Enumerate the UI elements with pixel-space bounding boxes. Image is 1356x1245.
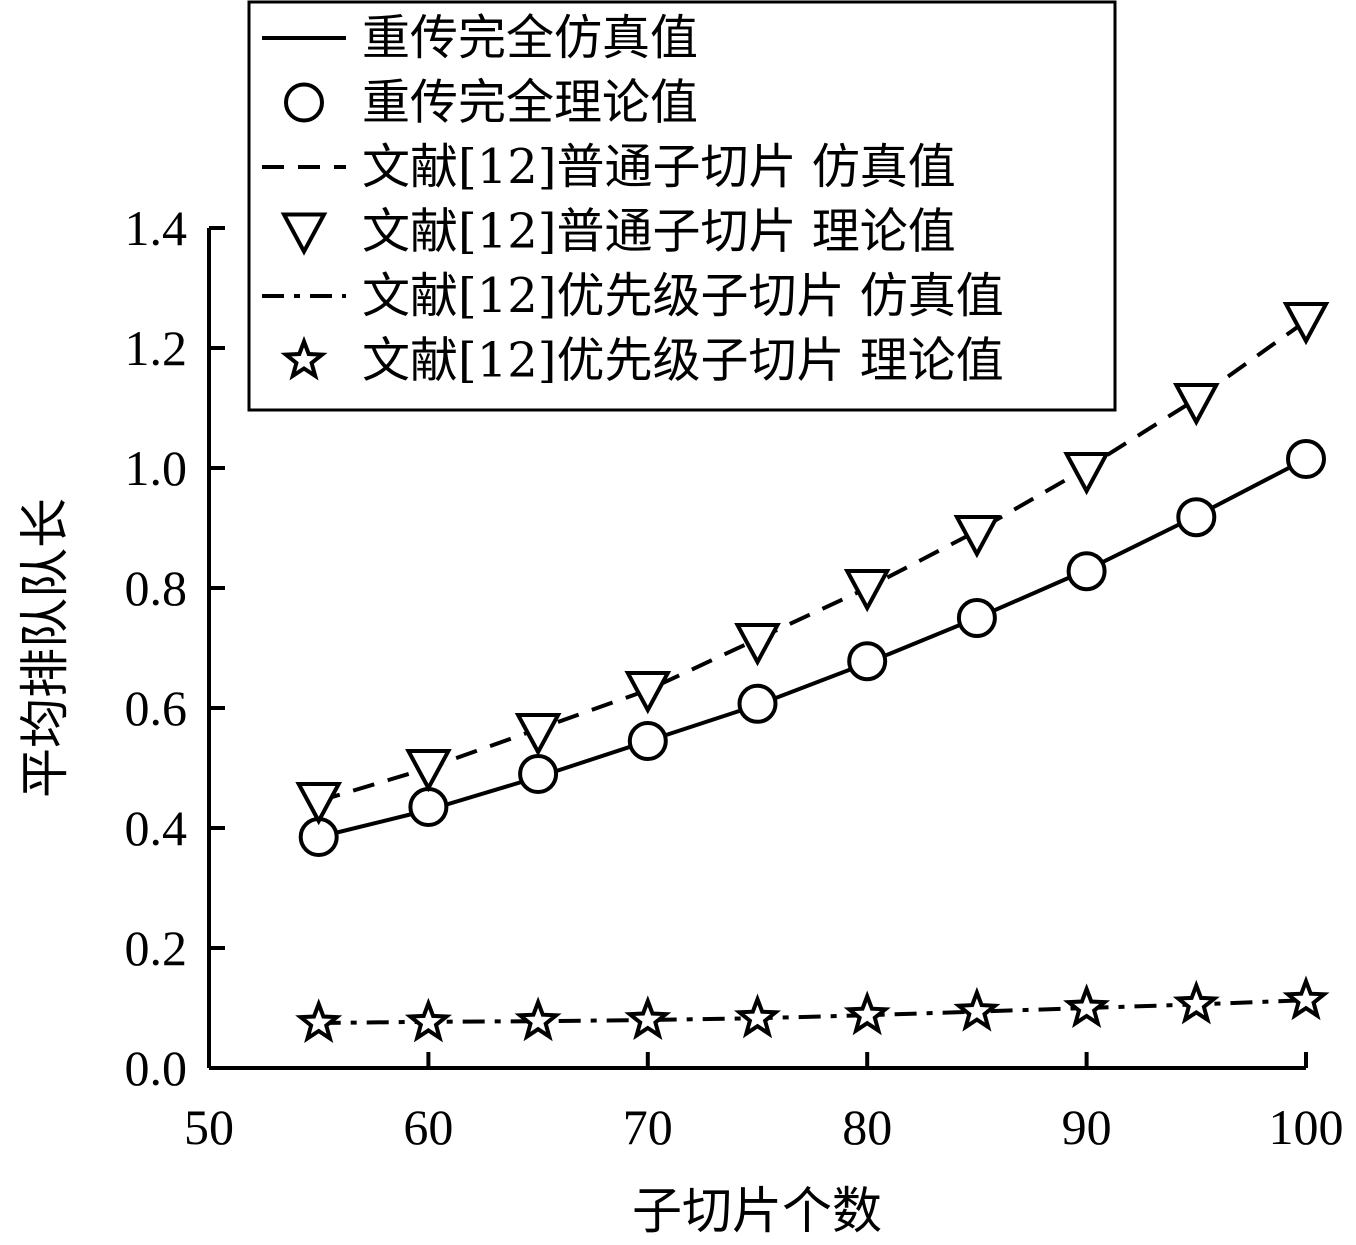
x-tick-label: 60 xyxy=(403,1099,453,1155)
axes xyxy=(207,228,1306,1070)
series-6 xyxy=(295,975,1330,1044)
y-tick-label: 0.2 xyxy=(125,920,188,976)
legend-label: 文献[12]优先级子切片 理论值 xyxy=(362,333,1004,389)
x-tick-label: 90 xyxy=(1062,1099,1112,1155)
legend-box xyxy=(247,0,1117,412)
series-2 xyxy=(298,439,1326,857)
y-tick-label: 0.4 xyxy=(125,800,188,856)
x-tick-label: 100 xyxy=(1269,1099,1344,1155)
data-point xyxy=(843,569,891,613)
data-point xyxy=(737,683,778,724)
series-line xyxy=(318,319,1308,803)
data-point xyxy=(843,990,891,1036)
data-point xyxy=(1282,975,1330,1021)
data-point xyxy=(953,986,1001,1032)
series-layer xyxy=(295,302,1330,1044)
data-point xyxy=(1066,551,1107,592)
data-point xyxy=(514,713,562,757)
data-point xyxy=(734,623,781,667)
data-point xyxy=(1176,497,1217,538)
data-point xyxy=(1172,979,1220,1025)
y-tick-label: 1.4 xyxy=(125,200,188,256)
data-point xyxy=(1063,452,1110,496)
series-line xyxy=(318,457,1307,839)
ticks: 50 60 70 80 90 100 0.0 0.2 0.4 0.6 0.8 1.0 1.2 1.4 xyxy=(125,200,1344,1155)
y-tick-label: 0.8 xyxy=(125,560,188,616)
data-point xyxy=(514,996,562,1042)
data-point xyxy=(847,641,888,682)
legend-label: 文献[12]普通子切片 理论值 xyxy=(362,204,956,260)
data-point xyxy=(1172,383,1220,427)
data-point xyxy=(733,993,782,1039)
legend-label: 文献[12]优先级子切片 仿真值 xyxy=(362,268,1004,324)
data-point xyxy=(1063,983,1111,1029)
data-point xyxy=(624,995,672,1041)
series-3 xyxy=(318,319,1308,803)
data-point xyxy=(956,598,997,638)
legend-label: 重传完全理论值 xyxy=(362,75,698,131)
legend-marker xyxy=(284,82,324,123)
data-point xyxy=(624,671,672,715)
y-axis-title: 平均排队队长 xyxy=(16,498,74,798)
data-point xyxy=(1282,302,1330,346)
x-tick-label: 80 xyxy=(842,1099,892,1155)
data-point xyxy=(518,754,559,794)
data-point xyxy=(295,998,343,1044)
data-point xyxy=(405,749,452,793)
data-point xyxy=(953,515,1001,559)
data-point xyxy=(1286,439,1326,479)
legend-label: 文献[12]普通子切片 仿真值 xyxy=(362,139,956,195)
series-5 xyxy=(318,998,1307,1025)
y-tick-label: 1.2 xyxy=(125,320,188,376)
x-axis-title: 子切片个数 xyxy=(632,1182,882,1240)
legend-label: 重传完全仿真值 xyxy=(362,10,698,66)
legend-marker xyxy=(280,212,328,256)
series-4 xyxy=(295,302,1330,826)
y-tick-label: 1.0 xyxy=(125,440,188,496)
series-line xyxy=(318,998,1307,1025)
data-point xyxy=(404,997,452,1043)
legend-marker xyxy=(280,335,328,381)
data-point xyxy=(627,721,668,761)
y-tick-label: 0.6 xyxy=(125,680,188,736)
x-tick-label: 70 xyxy=(623,1099,673,1155)
x-tick-label: 50 xyxy=(184,1099,234,1155)
y-tick-label: 0.0 xyxy=(125,1040,188,1096)
data-point xyxy=(295,782,343,826)
data-point xyxy=(408,787,449,827)
series-1 xyxy=(318,457,1307,839)
